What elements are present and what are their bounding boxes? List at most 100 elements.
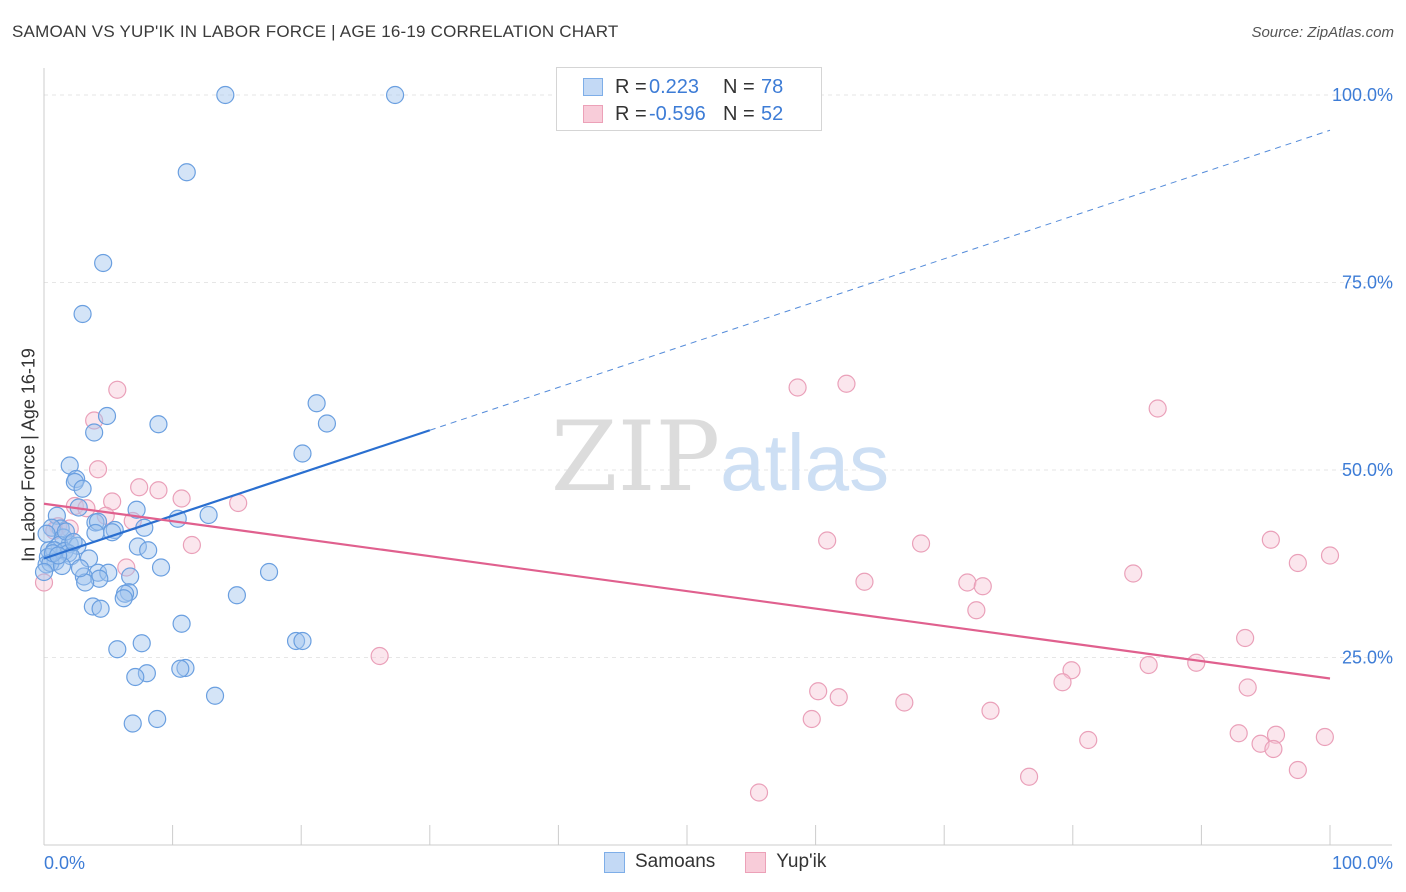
- samoan-point: [90, 569, 109, 588]
- yupik-point: [1229, 724, 1248, 743]
- yupik-point: [182, 535, 201, 555]
- yupik-point: [1139, 655, 1158, 675]
- samoan-point: [121, 567, 140, 586]
- samoan-point: [139, 541, 158, 560]
- chart-source: Source: ZipAtlas.com: [1251, 24, 1394, 41]
- samoan-point: [148, 709, 167, 729]
- samoan-point: [259, 562, 279, 582]
- x-tick-label: 0.0%: [44, 853, 85, 873]
- yupik-point: [1148, 399, 1167, 418]
- yupik-point: [1288, 760, 1307, 780]
- legend-item-yupik[interactable]: Yup'ik: [745, 851, 826, 873]
- legend-n-label: N =: [723, 102, 755, 125]
- yupik-trend-line: [43, 502, 1331, 680]
- legend-n-value: 52: [761, 102, 784, 125]
- samoan-point: [108, 640, 127, 659]
- samoan-point: [137, 664, 156, 683]
- samoan-point: [176, 658, 195, 678]
- samoan-point: [73, 479, 92, 498]
- samoan-point: [123, 714, 142, 733]
- legend-swatch-yupik: [583, 105, 603, 123]
- samoan-point: [128, 537, 147, 556]
- yupik-point: [1264, 739, 1283, 759]
- legend-row-samoans: R = 0.223 N = 78: [583, 76, 783, 98]
- yupik-point: [749, 783, 769, 802]
- axes: [43, 68, 1392, 846]
- chart-title: SAMOAN VS YUP'IK IN LABOR FORCE | AGE 16…: [12, 22, 619, 41]
- samoan-point: [151, 558, 171, 577]
- yupik-point: [911, 534, 931, 553]
- samoan-point: [126, 667, 145, 687]
- legend-n-value: 78: [761, 75, 784, 98]
- gridlines: [44, 94, 1392, 658]
- trend-lines: [43, 129, 1331, 680]
- samoan-trend-projection: [429, 129, 1331, 431]
- yupik-point: [1266, 725, 1286, 744]
- yupik-point: [149, 481, 168, 500]
- y-tick-label: 50.0%: [1342, 460, 1393, 480]
- yupik-point: [788, 378, 807, 397]
- y-tick-label: 25.0%: [1342, 648, 1393, 668]
- x-tick-label: 100.0%: [1332, 853, 1393, 873]
- samoan-point: [171, 659, 190, 678]
- legend-item-samoans[interactable]: Samoans: [604, 851, 715, 873]
- yupik-point: [1288, 553, 1307, 573]
- samoan-point: [88, 563, 108, 582]
- legend-label-yupik: Yup'ik: [776, 851, 827, 872]
- samoan-point: [205, 686, 225, 705]
- samoan-point: [227, 586, 246, 605]
- legend-n-label: N =: [723, 75, 755, 98]
- yupik-point: [1315, 727, 1334, 747]
- yupik-point: [1124, 564, 1143, 583]
- yupik-point: [981, 701, 1000, 720]
- yupik-point: [829, 688, 848, 707]
- yupik-point: [802, 709, 821, 729]
- legend-r-value: 0.223: [649, 75, 700, 98]
- samoan-point: [76, 573, 95, 592]
- samoan-point: [293, 631, 312, 651]
- watermark: ZIPatlas: [551, 401, 889, 513]
- yupik-point: [1019, 767, 1039, 786]
- samoan-point: [172, 614, 191, 633]
- samoan-trend-line: [43, 429, 431, 560]
- yupik-point: [117, 558, 136, 577]
- yupik-point: [1238, 678, 1257, 697]
- samoan-point: [73, 304, 92, 324]
- samoan-point: [127, 500, 146, 519]
- yupik-point: [809, 682, 828, 701]
- yupik-point: [855, 572, 874, 591]
- samoan-point: [293, 444, 312, 463]
- samoan-point: [132, 634, 151, 653]
- samoan-point: [177, 163, 196, 182]
- legend-r-label: R =: [615, 102, 647, 125]
- samoan-point: [216, 85, 235, 105]
- yupik-point: [1261, 530, 1280, 549]
- legend-swatch-samoans: [604, 851, 625, 873]
- y-tick-label: 100.0%: [1332, 85, 1393, 105]
- yupik-point: [130, 478, 149, 497]
- samoan-point: [286, 631, 306, 651]
- yupik-point: [34, 573, 54, 592]
- yupik-point: [1079, 730, 1098, 750]
- legend-r-value: -0.596: [649, 102, 706, 125]
- legend-swatch-samoans: [583, 78, 603, 96]
- samoan-point: [34, 562, 54, 582]
- samoan-point: [199, 505, 218, 525]
- samoan-point: [65, 472, 84, 492]
- yupik-point: [958, 573, 977, 592]
- yupik-point: [895, 693, 914, 712]
- samoan-point: [88, 512, 108, 531]
- watermark-atlas: atlas: [720, 418, 889, 507]
- samoan-point: [94, 253, 113, 273]
- yupik-point: [370, 646, 389, 666]
- legend-label-samoans: Samoans: [635, 851, 716, 872]
- samoan-point: [99, 563, 118, 582]
- samoan-point: [385, 85, 405, 105]
- legend-swatch-yupik: [745, 851, 767, 873]
- yupik-point: [973, 577, 992, 596]
- samoan-point: [149, 415, 168, 434]
- samoan-point: [85, 423, 104, 442]
- series-legend: Samoans Yup'ik: [604, 851, 856, 873]
- samoan-point: [70, 559, 90, 578]
- yupik-point: [1187, 653, 1206, 672]
